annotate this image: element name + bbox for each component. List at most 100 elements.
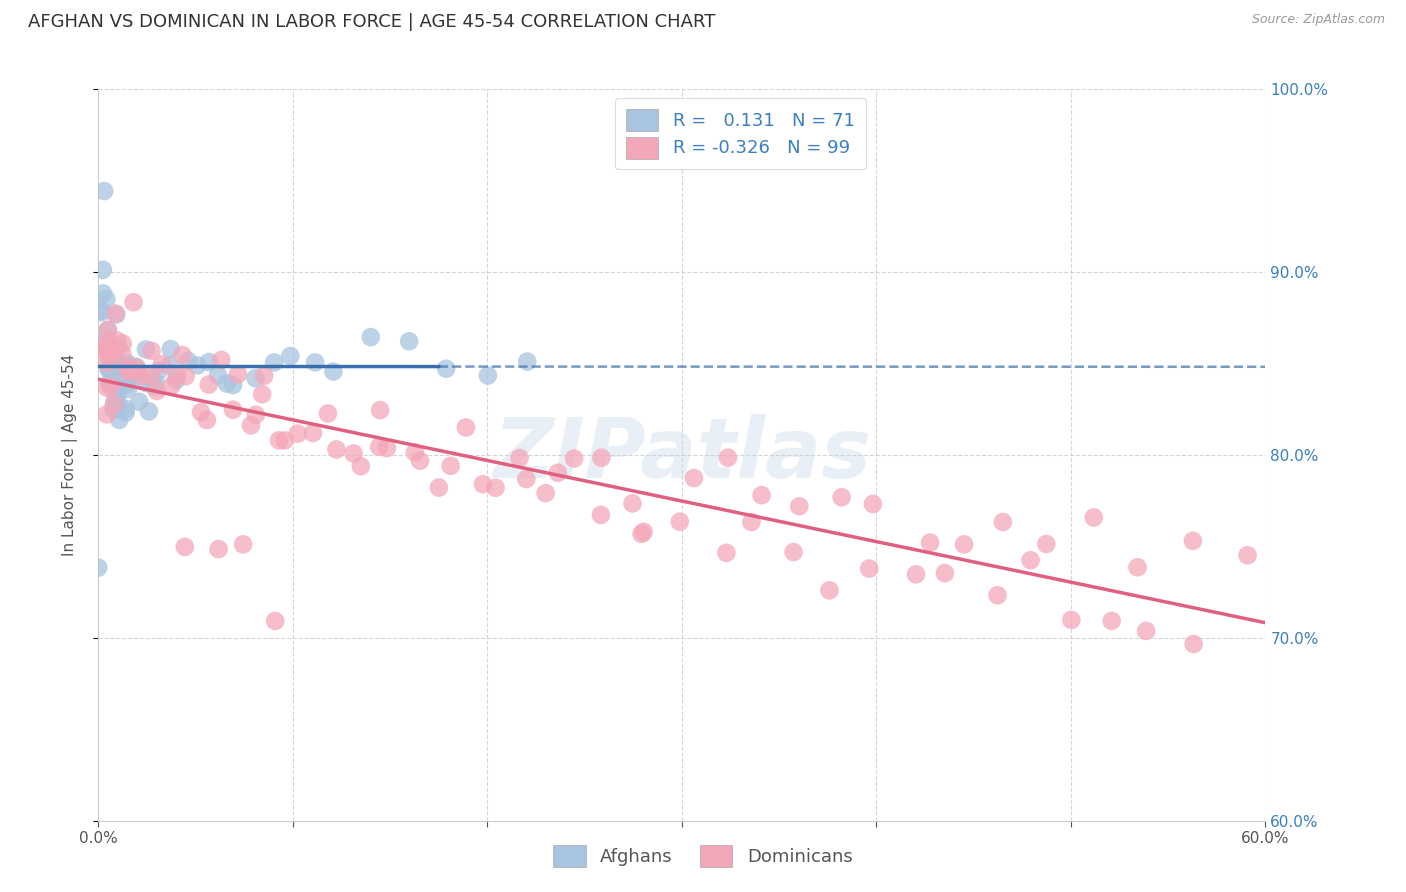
Point: [454, 420, 477, 434]
Point: [103, 402, 125, 417]
Point: [633, 524, 655, 539]
Point: [267, 434, 290, 448]
Point: [177, 353, 200, 368]
Point: [93, 184, 115, 198]
Point: [97, 334, 120, 349]
Point: [245, 408, 267, 422]
Point: [103, 401, 125, 416]
Legend: Afghans, Dominicans: Afghans, Dominicans: [546, 838, 860, 874]
Point: [87, 560, 110, 574]
Point: [125, 359, 148, 374]
Point: [253, 368, 276, 383]
Point: [197, 377, 219, 392]
Point: [409, 454, 432, 468]
Point: [117, 357, 139, 371]
Point: [100, 379, 122, 393]
Point: [138, 404, 160, 418]
Point: [159, 342, 181, 356]
Point: [287, 426, 309, 441]
Point: [226, 368, 249, 382]
Point: [953, 537, 976, 551]
Point: [166, 368, 188, 383]
Point: [920, 535, 942, 549]
Point: [174, 369, 197, 384]
Point: [782, 545, 804, 559]
Point: [145, 384, 167, 398]
Point: [150, 357, 173, 371]
Point: [105, 308, 128, 322]
Point: [90, 305, 112, 319]
Point: [316, 407, 339, 421]
Point: [107, 356, 129, 370]
Point: [91, 286, 114, 301]
Point: [97, 361, 120, 376]
Point: [105, 354, 128, 368]
Point: [101, 358, 124, 372]
Point: [94, 332, 117, 346]
Point: [862, 497, 884, 511]
Point: [831, 490, 853, 504]
Point: [668, 515, 690, 529]
Point: [368, 440, 391, 454]
Point: [304, 355, 326, 369]
Point: [96, 334, 118, 349]
Point: [263, 355, 285, 369]
Point: [101, 358, 124, 372]
Point: [103, 344, 125, 359]
Point: [114, 378, 136, 392]
Point: [477, 368, 499, 383]
Text: AFGHAN VS DOMINICAN IN LABOR FORCE | AGE 45-54 CORRELATION CHART: AFGHAN VS DOMINICAN IN LABOR FORCE | AGE…: [28, 13, 716, 31]
Point: [104, 306, 127, 320]
Point: [434, 361, 457, 376]
Point: [207, 542, 229, 557]
Point: [98, 376, 121, 391]
Point: [516, 354, 538, 368]
Point: [90, 303, 112, 318]
Point: [131, 369, 153, 384]
Point: [207, 368, 229, 383]
Point: [209, 353, 232, 368]
Point: [986, 588, 1008, 602]
Point: [717, 450, 740, 465]
Point: [143, 375, 166, 389]
Point: [1182, 637, 1205, 651]
Point: [120, 372, 142, 386]
Text: Source: ZipAtlas.com: Source: ZipAtlas.com: [1251, 13, 1385, 27]
Point: [117, 382, 139, 396]
Point: [264, 614, 287, 628]
Point: [104, 369, 127, 384]
Point: [135, 376, 157, 390]
Point: [91, 262, 114, 277]
Point: [98, 363, 121, 377]
Point: [589, 508, 612, 522]
Point: [165, 373, 187, 387]
Point: [115, 401, 138, 416]
Point: [107, 395, 129, 409]
Point: [159, 359, 181, 373]
Point: [905, 567, 928, 582]
Point: [222, 378, 245, 392]
Point: [114, 406, 136, 420]
Point: [621, 496, 644, 510]
Point: [118, 359, 141, 374]
Point: [141, 368, 163, 383]
Point: [716, 546, 738, 560]
Point: [173, 540, 195, 554]
Point: [245, 371, 267, 385]
Point: [198, 355, 221, 369]
Point: [1060, 613, 1083, 627]
Point: [96, 408, 118, 422]
Point: [108, 380, 131, 394]
Point: [190, 405, 212, 419]
Point: [160, 379, 183, 393]
Point: [222, 402, 245, 417]
Point: [124, 363, 146, 377]
Point: [143, 379, 166, 393]
Point: [93, 342, 115, 356]
Point: [111, 366, 134, 380]
Point: [186, 359, 208, 373]
Point: [97, 323, 120, 337]
Point: [115, 362, 138, 376]
Point: [215, 376, 238, 391]
Point: [111, 336, 134, 351]
